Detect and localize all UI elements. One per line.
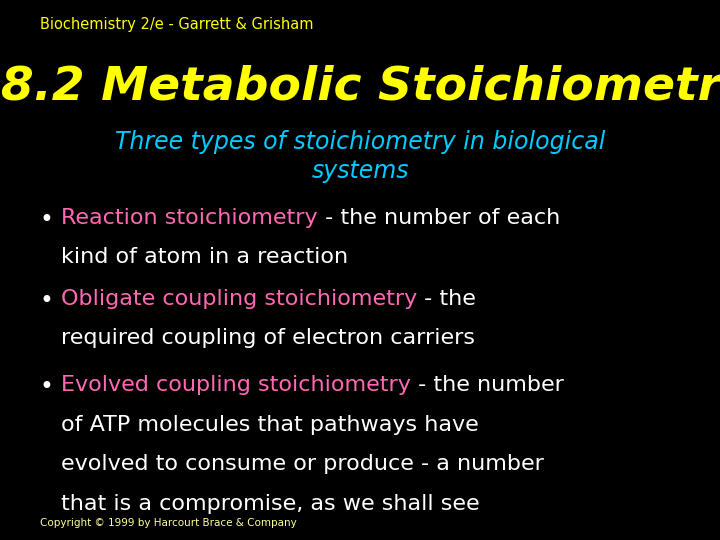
Text: Obligate coupling stoichiometry: Obligate coupling stoichiometry xyxy=(61,289,418,309)
Text: - the number of each: - the number of each xyxy=(318,208,560,228)
Text: - the: - the xyxy=(418,289,477,309)
Text: •: • xyxy=(40,375,53,399)
Text: Copyright © 1999 by Harcourt Brace & Company: Copyright © 1999 by Harcourt Brace & Com… xyxy=(40,518,297,528)
Text: •: • xyxy=(40,289,53,313)
Text: •: • xyxy=(40,208,53,232)
Text: Biochemistry 2/e - Garrett & Grisham: Biochemistry 2/e - Garrett & Grisham xyxy=(40,17,313,32)
Text: required coupling of electron carriers: required coupling of electron carriers xyxy=(61,328,475,348)
Text: Three types of stoichiometry in biological
systems: Three types of stoichiometry in biologic… xyxy=(114,130,606,183)
Text: kind of atom in a reaction: kind of atom in a reaction xyxy=(61,247,348,267)
Text: of ATP molecules that pathways have: of ATP molecules that pathways have xyxy=(61,415,479,435)
Text: that is a compromise, as we shall see: that is a compromise, as we shall see xyxy=(61,494,480,514)
Text: Evolved coupling stoichiometry: Evolved coupling stoichiometry xyxy=(61,375,411,395)
Text: evolved to consume or produce - a number: evolved to consume or produce - a number xyxy=(61,454,544,474)
Text: - the number: - the number xyxy=(411,375,564,395)
Text: 28.2 Metabolic Stoichiometry: 28.2 Metabolic Stoichiometry xyxy=(0,65,720,110)
Text: Reaction stoichiometry: Reaction stoichiometry xyxy=(61,208,318,228)
